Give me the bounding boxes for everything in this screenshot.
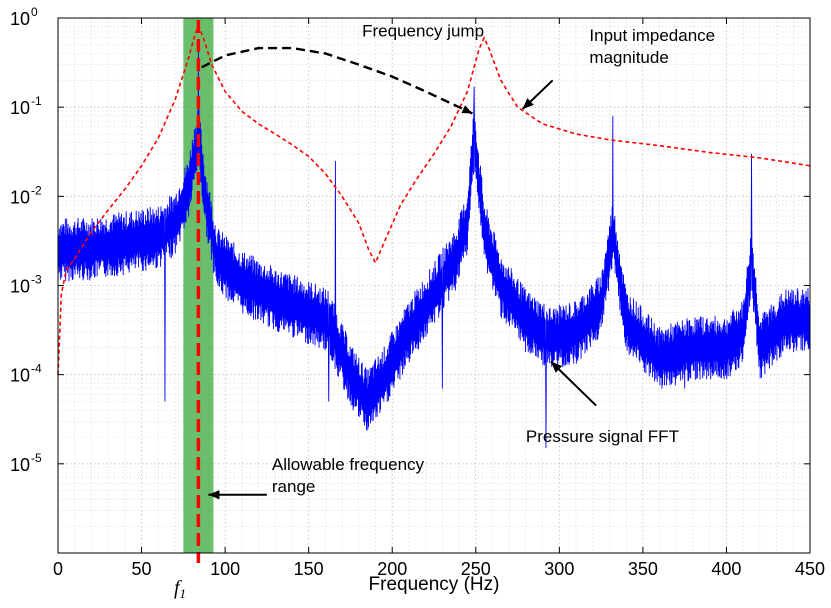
y-tick-label: 10	[10, 187, 30, 207]
y-tick-label: 10	[10, 277, 30, 297]
x-tick-label: 150	[294, 559, 324, 579]
x-tick-label: 350	[628, 559, 658, 579]
annotation-range: Allowable frequency	[272, 455, 425, 474]
y-tick-label: 10	[10, 9, 30, 29]
y-tick-exponent: -3	[31, 273, 42, 287]
jump-trace	[201, 46, 473, 115]
y-tick-label: 10	[10, 455, 30, 475]
f1-label: f1	[174, 577, 186, 601]
x-tick-label: 450	[795, 559, 825, 579]
jump-arrowhead	[461, 105, 473, 114]
y-tick-exponent: -2	[31, 183, 42, 197]
ticks	[57, 17, 811, 553]
x-tick-label: 200	[377, 559, 407, 579]
annotation-fft: Pressure signal FFT	[526, 427, 679, 446]
series-input-impedance	[57, 23, 811, 375]
x-tick-label: 50	[132, 559, 152, 579]
annotations: Frequency jump Input impedance magnitude Pr…	[272, 22, 715, 497]
annotation-impedance: Input impedance	[589, 26, 715, 45]
y-tick-exponent: 0	[31, 5, 38, 19]
x-tick-labels: 0 50 100 150 200 250 300 350 400 450	[53, 559, 825, 579]
impedance-arrow-head	[522, 98, 534, 110]
annotation-impedance-line2: magnitude	[589, 48, 668, 67]
x-tick-label: 250	[461, 559, 491, 579]
x-tick-label: 400	[711, 559, 741, 579]
impedance-trace	[57, 23, 811, 375]
x-tick-label: 100	[210, 559, 240, 579]
y-tick-exponent: -4	[31, 362, 42, 376]
x-axis-label: Frequency (Hz)	[369, 574, 500, 595]
y-tick-exponent: -1	[31, 94, 42, 108]
range-arrow-head	[208, 490, 220, 500]
series-pressure-fft	[57, 41, 811, 449]
x-tick-label: 0	[53, 559, 63, 579]
fft-trace	[57, 41, 811, 449]
y-tick-label: 10	[10, 98, 30, 118]
arrows	[208, 79, 597, 500]
annotation-range-line2: range	[272, 477, 315, 496]
frequency-jump-path	[201, 46, 473, 115]
x-tick-label: 300	[544, 559, 574, 579]
fft-arrow-head	[550, 361, 563, 373]
y-tick-exponent: -5	[31, 451, 42, 465]
annotation-jump: Frequency jump	[362, 22, 484, 41]
y-tick-label: 10	[10, 366, 30, 386]
